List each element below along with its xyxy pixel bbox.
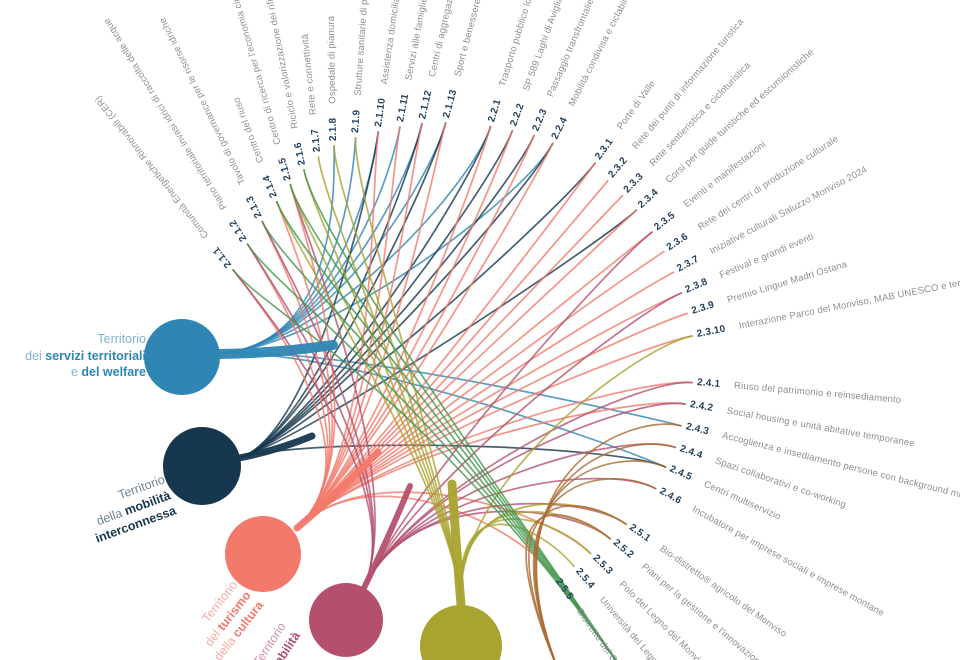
edge-mobilita-2-1-13 [238, 121, 447, 459]
edge-filiere-2-1-8 [333, 145, 462, 606]
edge-flow-green-2-1-1 [232, 269, 617, 660]
edge-mobilita-2-2-4 [238, 142, 554, 459]
edge-welfare-2-2-4 [217, 142, 554, 355]
edge-flow-brown-2-4-5 [533, 460, 667, 660]
edge-turismo-2-2-4 [296, 142, 554, 529]
edge-flow-brown-2-4-4 [535, 443, 677, 660]
bundle-stem-mobilita [235, 432, 316, 462]
edge-abitare-2-3-8 [362, 292, 683, 591]
edge-turismo-2-3-10 [296, 335, 693, 529]
edge-turismo-2-5-5 [296, 495, 555, 577]
edge-flow-green-2-1-2 [246, 243, 617, 660]
edge-turismo-2-3-1 [296, 162, 596, 529]
edge-mobilita-2-3-1 [238, 162, 596, 459]
edge-abitare-2-5-2 [362, 510, 612, 591]
edge-abitare-2-1-3 [261, 220, 375, 591]
edge-flow-brown-2-4-6 [532, 477, 657, 660]
edge-flow-brown-2-5-1 [528, 505, 627, 660]
edge-turismo-2-4-2 [296, 402, 686, 529]
edge-turismo-2-2-3 [296, 134, 535, 529]
edge-abitare-2-1-5 [289, 183, 376, 591]
edge-turismo-2-2-1 [296, 125, 492, 529]
bundle-stem-abitare [360, 483, 413, 593]
bundle-stem-turismo [293, 448, 382, 532]
edge-mobilita-2-3-4 [238, 209, 638, 459]
edge-welfare-2-1-9 [217, 137, 357, 355]
edge-abitare-2-5-1 [362, 502, 627, 591]
edge-flow-brown-2-5-2 [525, 514, 612, 660]
edge-turismo-2-2-2 [296, 129, 514, 529]
edge-flow-green-2-1-6 [303, 169, 617, 660]
bundle-stem-filiere [447, 479, 466, 610]
edge-flow-green-2-1-5 [289, 183, 617, 660]
edge-turismo-2-1-12 [296, 123, 423, 529]
edge-flow-green-2-1-3 [261, 220, 617, 660]
edge-welfare-2-1-13 [217, 121, 447, 355]
edge-abitare-2-3-5 [362, 231, 653, 591]
bundle-stem-welfare [213, 340, 338, 359]
edge-welfare-2-2-1 [217, 125, 492, 355]
edge-turismo-2-1-13 [296, 121, 447, 529]
